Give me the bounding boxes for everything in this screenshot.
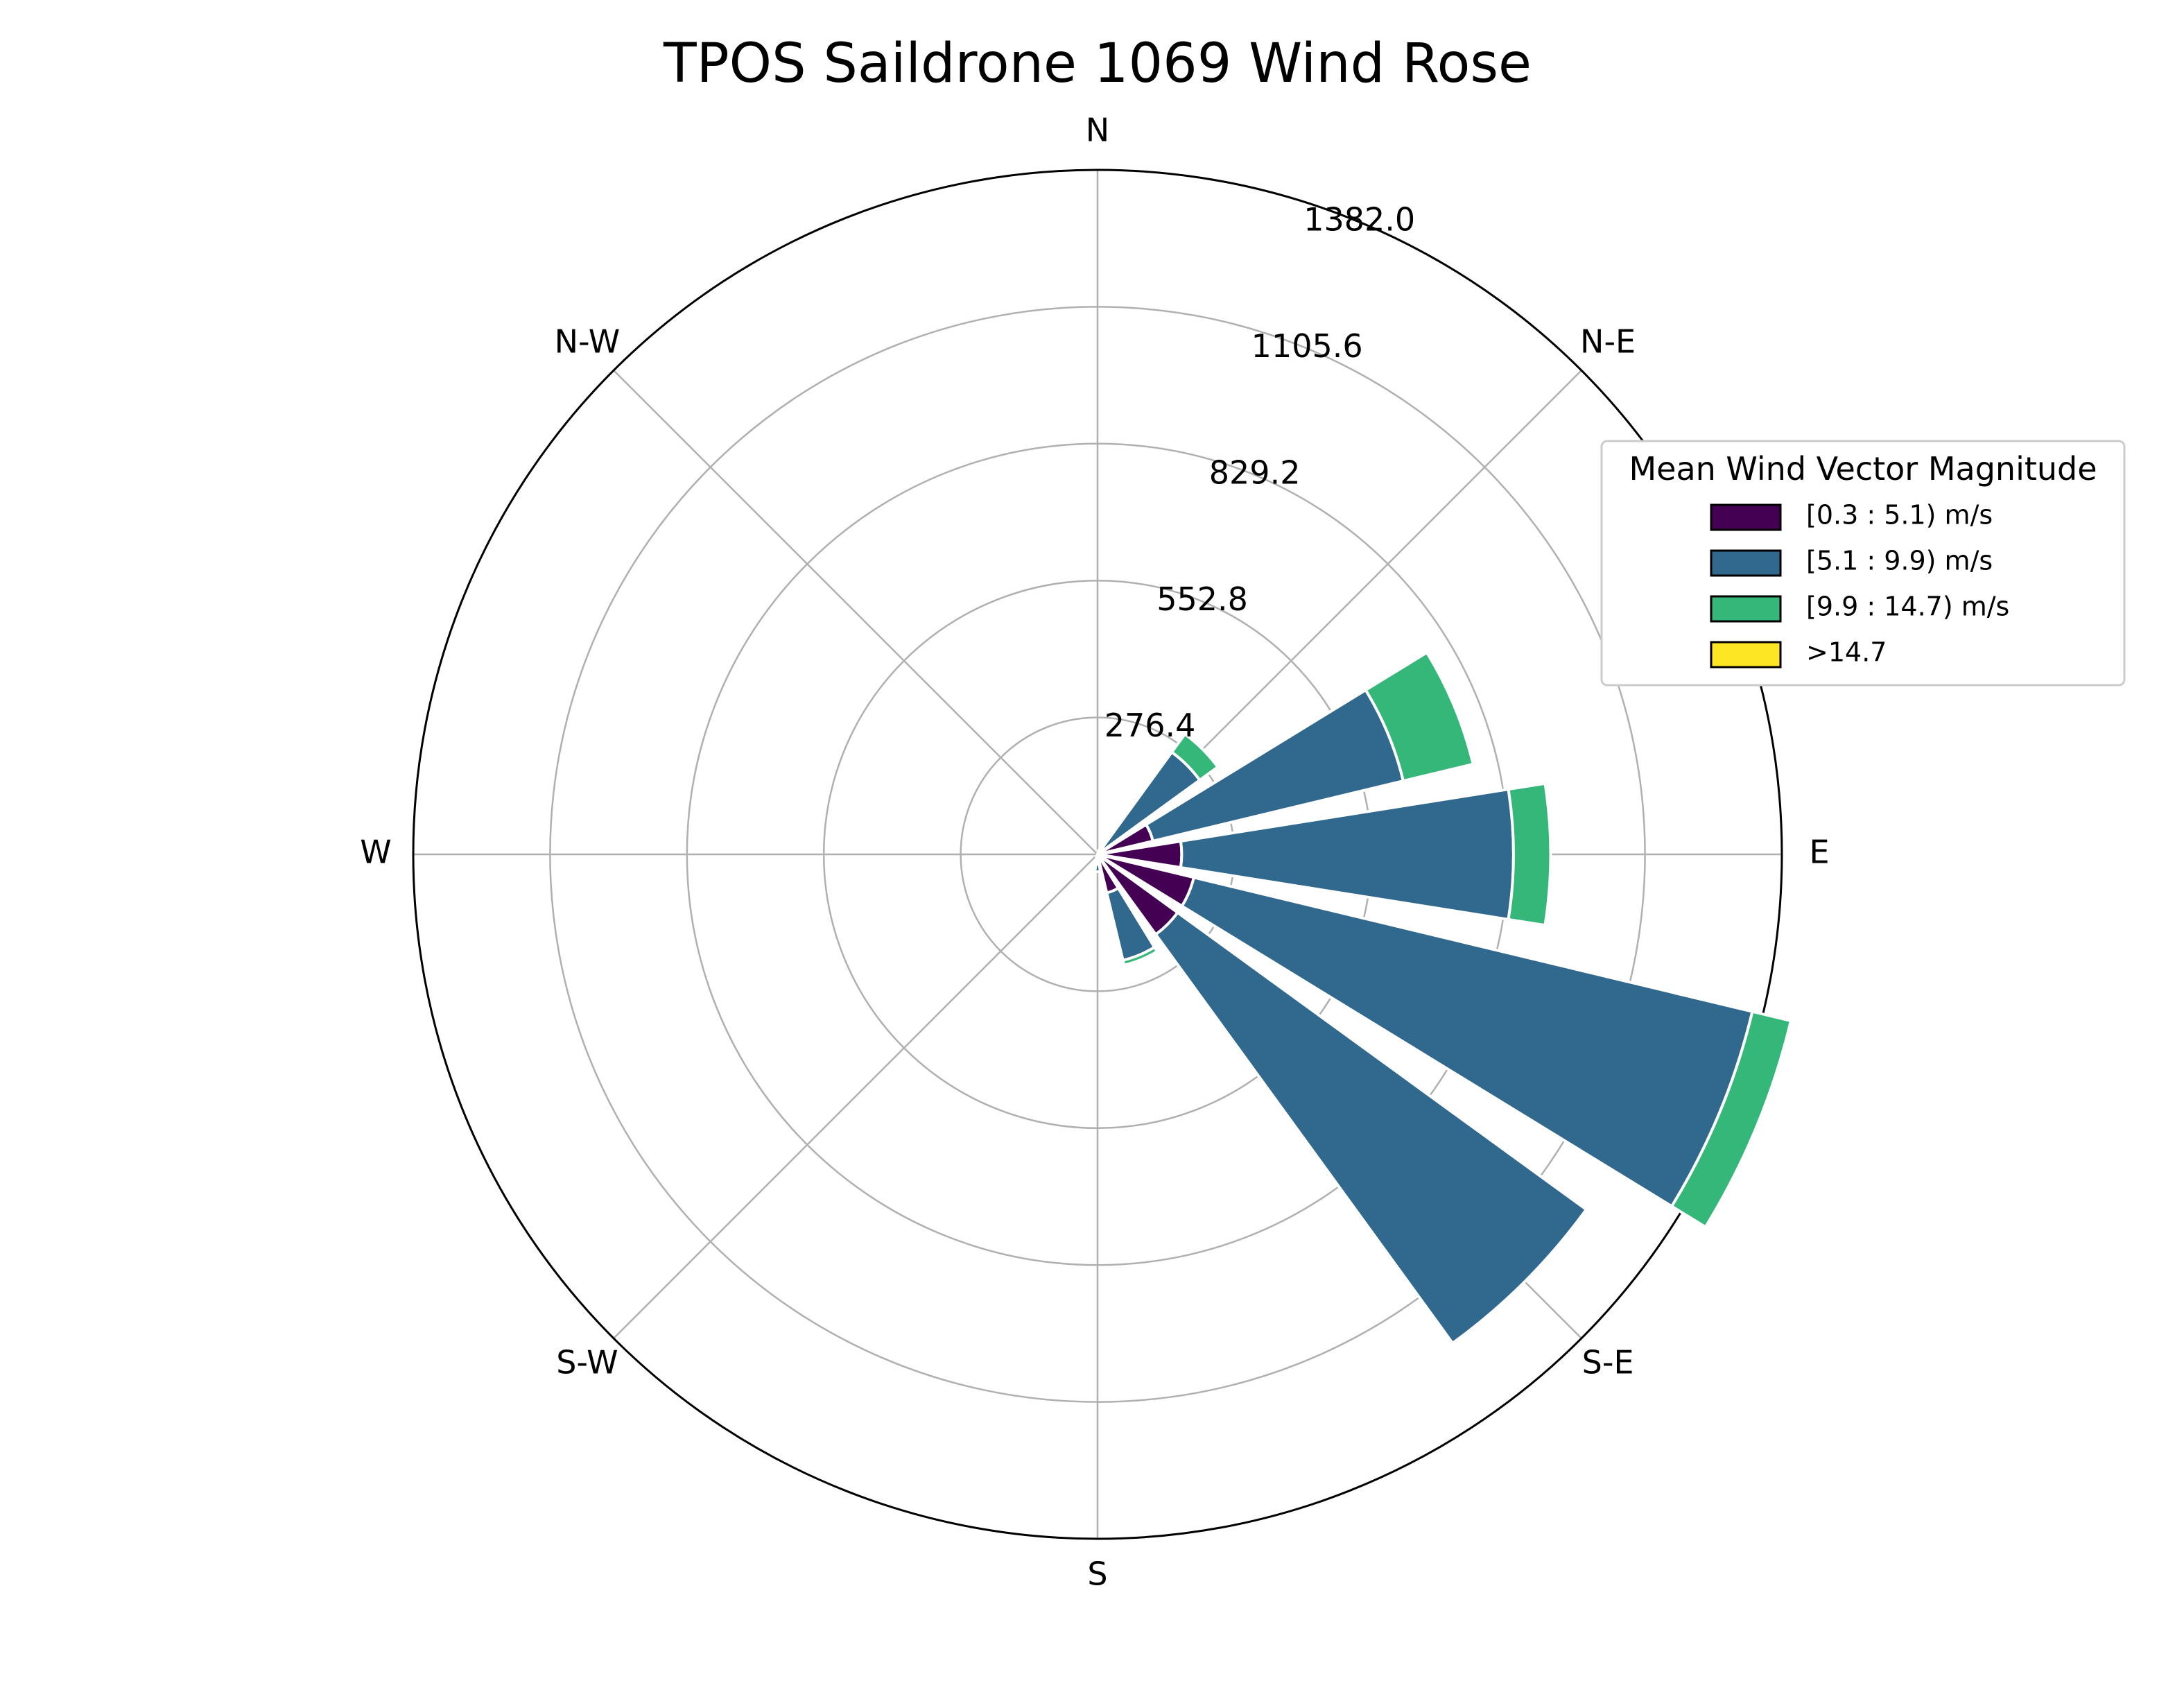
wind-bar-segment — [1154, 911, 1588, 1345]
wind-bar-segment — [1121, 945, 1159, 967]
radial-tick-label: 276.4 — [1104, 707, 1196, 744]
wind-bar-segment — [1170, 732, 1220, 782]
wind-bar-segment — [1363, 650, 1475, 783]
legend-swatch — [1710, 595, 1782, 623]
legend-title: Mean Wind Vector Magnitude — [1629, 450, 2097, 488]
legend-swatch — [1710, 641, 1782, 669]
legend-label: [0.3 : 5.1) m/s — [1806, 500, 1993, 531]
grid-spoke — [613, 370, 1098, 855]
direction-label: N-E — [1580, 322, 1636, 360]
direction-label: N — [1086, 112, 1109, 149]
radial-tick-label: 552.8 — [1156, 580, 1248, 618]
legend-items: [0.3 : 5.1) m/s [5.1 : 9.9) m/s [9.9 : 14.… — [1710, 500, 2009, 669]
direction-label: N-W — [555, 322, 621, 360]
radial-tick-label: 829.2 — [1209, 454, 1301, 491]
wind-bars — [1093, 650, 1793, 1345]
direction-labels: N N-E E S-E S S-W W N-W — [360, 112, 1829, 1593]
outer-circle — [412, 169, 1783, 1540]
direction-label: E — [1809, 834, 1829, 871]
legend-swatch — [1710, 503, 1782, 531]
legend-swatch — [1710, 549, 1782, 577]
radial-tick-labels: 276.4 552.8 829.2 1105.6 1382.0 — [1104, 201, 1416, 744]
wind-bar-segment — [1094, 853, 1099, 859]
chart-title: TPOS Saildrone 1069 Wind Rose — [663, 33, 1532, 95]
legend-label: >14.7 — [1806, 637, 1887, 668]
radial-tick-label: 1382.0 — [1303, 201, 1415, 239]
polar-grid — [412, 169, 1783, 1540]
direction-label: W — [360, 834, 391, 871]
direction-label: S-E — [1582, 1344, 1634, 1381]
direction-label: S — [1087, 1555, 1107, 1593]
radial-tick-label: 1105.6 — [1251, 327, 1363, 365]
legend-label: [9.9 : 14.7) m/s — [1806, 592, 2009, 622]
legend-frame — [1600, 440, 2126, 687]
wind-bar-segment — [1507, 782, 1552, 927]
grid-spoke — [613, 854, 1098, 1339]
direction-label: S-W — [556, 1344, 618, 1381]
wind-bar-segment — [1093, 862, 1102, 873]
legend: Mean Wind Vector Magnitude [0.3 : 5.1) m… — [1600, 440, 2126, 687]
legend-label: [5.1 : 9.9) m/s — [1806, 546, 1993, 576]
wind-bar-segment — [1670, 1010, 1793, 1230]
